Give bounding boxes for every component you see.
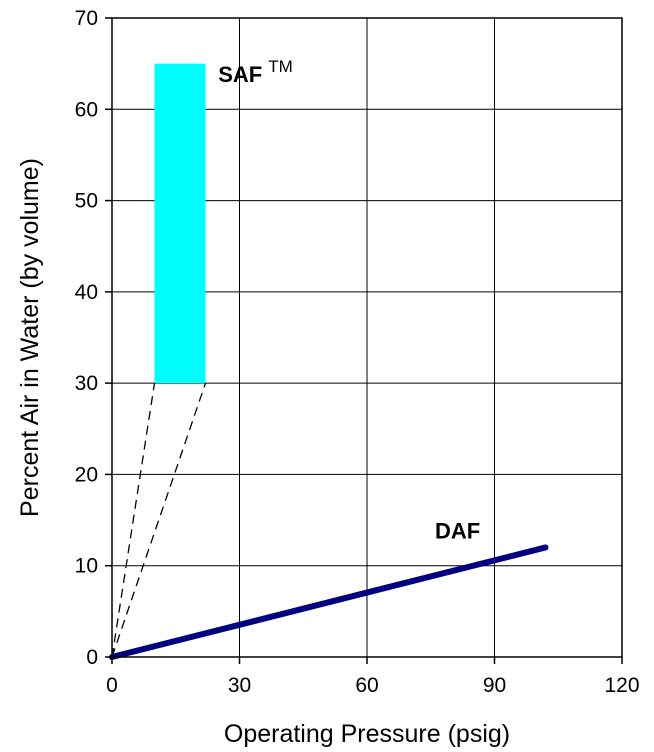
y-tick-label: 0 [86,646,98,669]
x-axis-title: Operating Pressure (psig) [224,720,510,748]
y-tick-label: 60 [75,98,98,121]
x-tick-label: 60 [355,674,378,697]
axis-ticks [105,17,623,664]
x-tick-label: 0 [106,674,118,697]
y-tick-labels: 0 10 20 30 40 50 60 70 [75,7,98,669]
saf-guide-line [111,382,207,658]
trademark-superscript: TM [268,57,293,76]
y-tick-label: 50 [75,190,98,213]
x-tick-label: 120 [604,674,639,697]
saf-range-bar [154,63,206,384]
x-tick-label: 90 [483,674,506,697]
daf-line [109,544,549,660]
daf-label: DAF [435,518,480,543]
saf-label-text: SAF [218,62,262,87]
y-tick-label: 20 [75,463,98,486]
y-tick-label: 40 [75,281,98,304]
y-tick-label: 30 [75,372,98,395]
x-tick-label: 30 [228,674,251,697]
data-marks [109,63,549,660]
saf-label: SAF TM [218,57,293,87]
saf-guide-line [111,383,156,658]
y-tick-label: 70 [75,7,98,30]
y-tick-label: 10 [75,555,98,578]
saf-guide-lines [111,382,207,658]
y-axis-title: Percent Air in Water (by volume) [16,158,44,517]
x-tick-labels: 0 30 60 90 120 [106,674,639,697]
